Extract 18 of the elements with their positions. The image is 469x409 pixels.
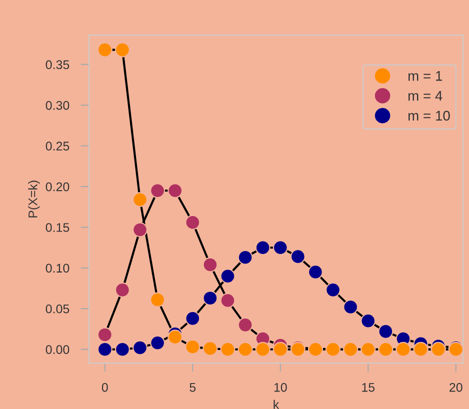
legend-label: m = 4 [408,91,442,101]
x-tick-label: 20 [450,382,462,392]
y-tick-label: 0.05 [46,304,70,314]
y-tick-label: 0.35 [46,60,70,70]
x-axis-title: k [274,400,280,409]
legend-label: m = 10 [408,110,450,121]
x-tick-label: 5 [190,383,196,392]
y-axis-title: P(X=k) [28,180,40,218]
y-tick-label: 0.15 [46,223,70,232]
y-tick-label: 0.10 [46,264,70,273]
legend-label: m = 1 [408,71,442,81]
x-tick-label: 15 [362,383,375,392]
y-tick-label: 0.20 [46,182,70,192]
y-tick-label: 0.25 [46,142,70,151]
x-tick-label: 0 [102,382,108,392]
y-tick-label: 0.00 [46,345,70,354]
y-tick-label: 0.30 [46,100,70,110]
x-tick-label: 10 [274,382,287,392]
